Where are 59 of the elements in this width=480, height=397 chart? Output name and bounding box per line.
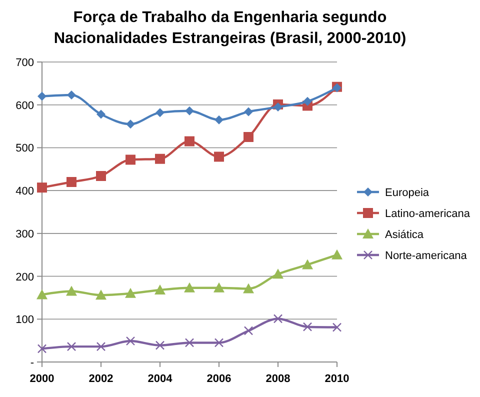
point [155, 340, 165, 350]
point [96, 342, 106, 352]
point [96, 290, 106, 300]
point [38, 92, 46, 101]
legend-label: Asiática [385, 229, 424, 241]
point [244, 107, 253, 116]
x-tick-label: 2006 [206, 373, 232, 385]
point [96, 110, 106, 119]
point [332, 322, 342, 332]
point [273, 314, 283, 324]
point [66, 286, 77, 296]
y-tick-label: 300 [16, 228, 34, 240]
point [214, 338, 224, 348]
point [66, 342, 76, 352]
x-tick-label: 2002 [88, 373, 114, 385]
point [274, 102, 282, 112]
point [184, 338, 194, 348]
point [125, 288, 136, 298]
legend-label: Europeia [385, 187, 430, 199]
y-tick-label: 400 [16, 186, 34, 198]
point [332, 249, 342, 260]
point [243, 283, 254, 294]
point [36, 289, 48, 300]
point [96, 171, 106, 181]
y-tick-label: 200 [16, 271, 34, 284]
x-tick-label: 2008 [266, 373, 290, 385]
point [155, 154, 165, 164]
x-tick-label: 2004 [148, 373, 174, 385]
point [214, 152, 224, 162]
chart-title: Força de Trabalho da Engenharia segundo Nacionalidades Estrangeiras (Brasil, 2000-2010) [54, 9, 406, 47]
point [66, 177, 76, 187]
point [154, 284, 166, 294]
point [185, 106, 194, 116]
legend-label: Norte-americana [385, 250, 468, 262]
point [184, 282, 195, 292]
point [244, 326, 254, 336]
y-tick-label: 600 [16, 100, 34, 112]
point [214, 282, 224, 292]
x-tick-label: 2000 [30, 373, 54, 385]
point [184, 136, 194, 146]
point [156, 108, 164, 118]
y-tick-label: 700 [16, 57, 34, 69]
legend-label: Latino-americana [385, 208, 471, 220]
y-tick-label: - [30, 357, 34, 369]
y-tick-label: 500 [16, 142, 34, 155]
point [244, 132, 254, 142]
point [37, 344, 47, 354]
point [303, 96, 312, 106]
point [302, 322, 312, 332]
x-tick-label: 2010 [324, 373, 350, 385]
point [37, 182, 47, 193]
point [214, 115, 224, 124]
point [126, 120, 135, 129]
y-tick-label: 100 [16, 314, 34, 326]
point [67, 90, 76, 100]
point [126, 336, 136, 346]
point [302, 259, 313, 270]
point [272, 268, 284, 279]
point [126, 154, 136, 165]
